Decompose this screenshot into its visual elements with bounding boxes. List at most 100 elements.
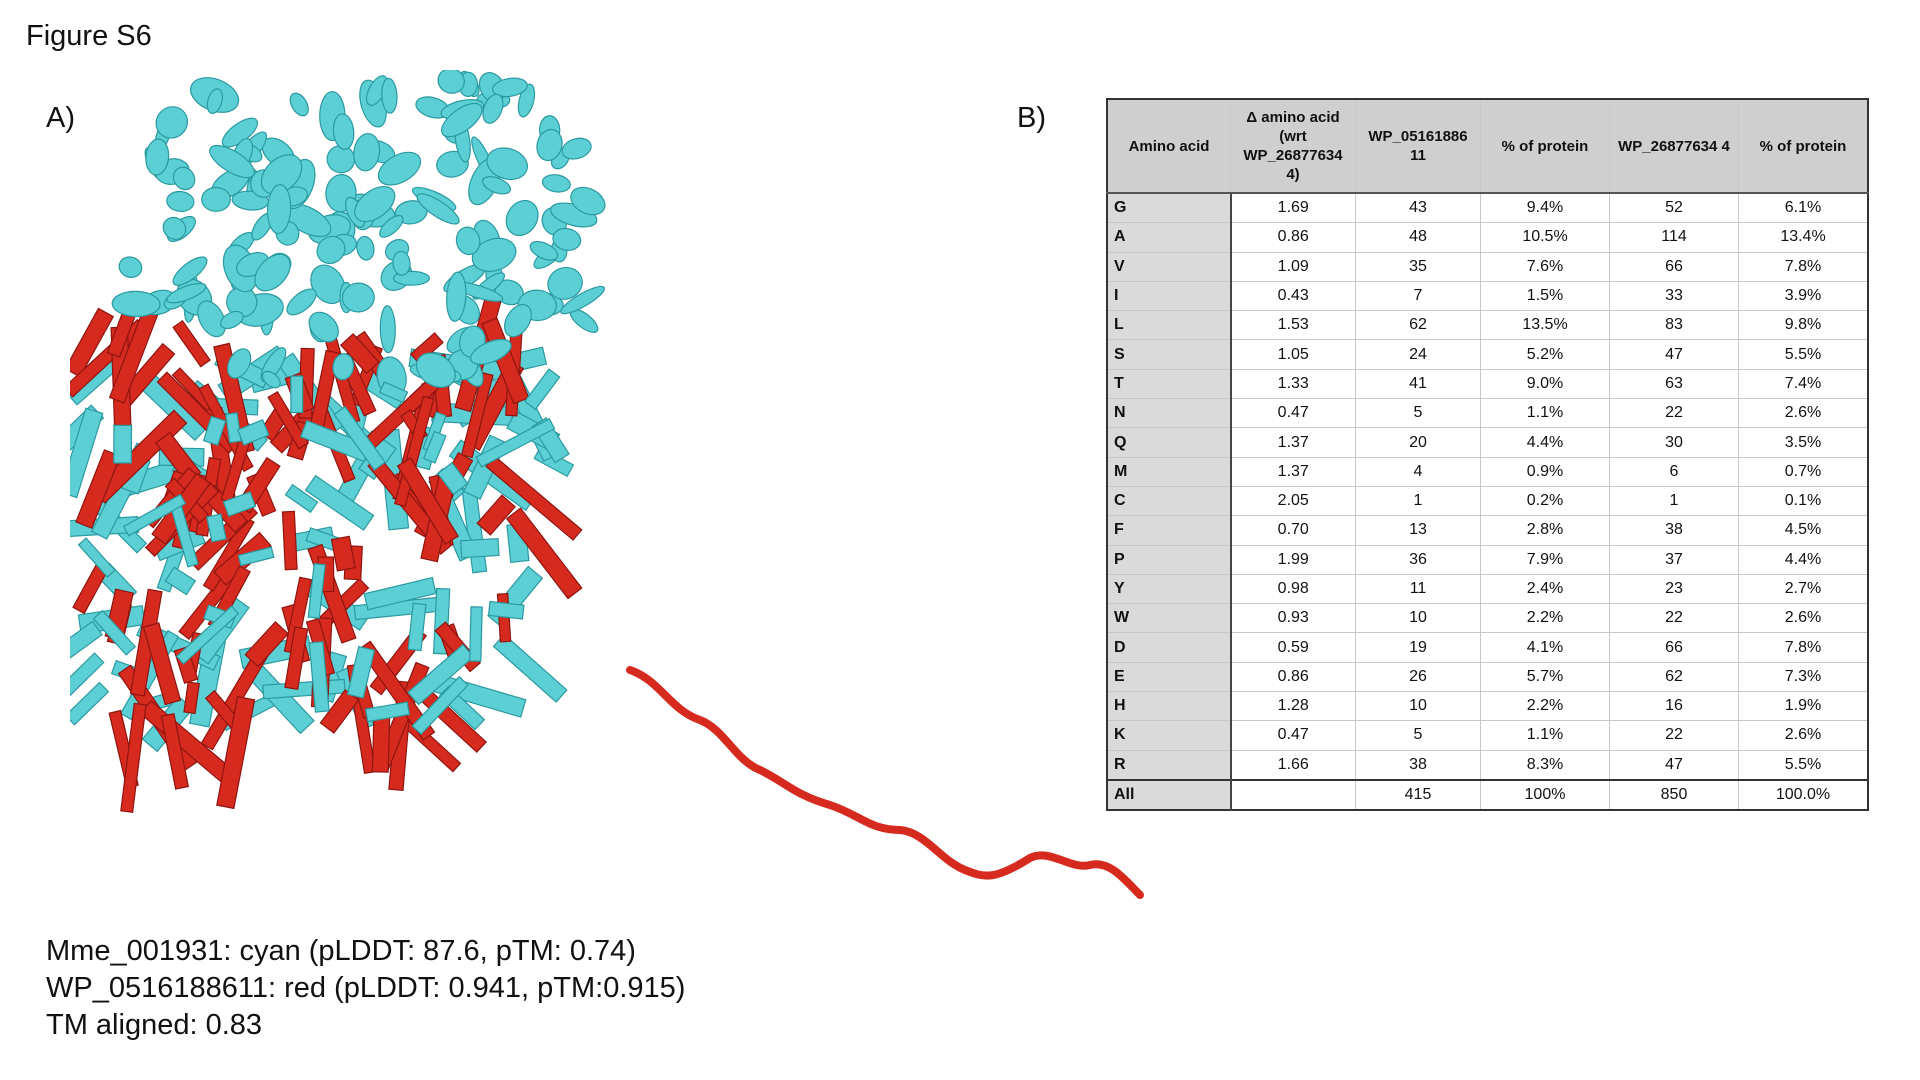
cell-wp2-pct: 6.1% [1738, 192, 1869, 224]
cell-delta: 1.09 [1230, 251, 1356, 282]
cell-wp1-pct: 9.4% [1480, 192, 1610, 224]
cell-amino-acid: D [1106, 632, 1232, 663]
cell-wp2-count: 22 [1609, 398, 1739, 429]
panel-a-label: A) [46, 102, 75, 134]
cell-wp2-count: 63 [1609, 368, 1739, 400]
caption-line-3: TM aligned: 0.83 [46, 1009, 263, 1041]
cell-wp1-count: 7 [1355, 280, 1481, 312]
cell-amino-acid: L [1106, 310, 1232, 341]
cell-wp2-pct: 3.9% [1738, 280, 1869, 312]
cell-wp1-pct: 1.5% [1480, 280, 1610, 312]
cell-wp2-pct: 2.6% [1738, 603, 1869, 634]
caption-line-2: WP_0516188611: red (pLDDT: 0.941, pTM:0.… [46, 972, 686, 1004]
table-row: F 0.70 13 2.8% 38 4.5% [1106, 515, 1869, 546]
cell-wp2-count: 30 [1609, 427, 1739, 458]
cell-amino-acid: H [1106, 691, 1232, 722]
cell-wp2-count: 22 [1609, 720, 1739, 751]
cell-wp2-pct: 100.0% [1738, 778, 1869, 811]
header-delta: Δ amino acid (wrt WP_26877634 4) [1230, 98, 1356, 194]
cell-wp2-count: 52 [1609, 192, 1739, 224]
cell-wp2-pct: 2.6% [1738, 398, 1869, 429]
cell-amino-acid: All [1106, 778, 1232, 811]
cell-delta: 1.37 [1230, 456, 1356, 487]
red-tail [626, 666, 1144, 899]
cell-wp2-pct: 2.7% [1738, 573, 1869, 605]
cell-wp1-pct: 1.1% [1480, 398, 1610, 429]
cell-wp2-count: 38 [1609, 515, 1739, 546]
cell-amino-acid: R [1106, 749, 1232, 781]
cell-wp1-pct: 4.1% [1480, 632, 1610, 663]
cell-amino-acid: V [1106, 251, 1232, 282]
table-row: K 0.47 5 1.1% 22 2.6% [1106, 720, 1869, 751]
cell-wp1-count: 13 [1355, 515, 1481, 546]
cell-wp2-count: 22 [1609, 603, 1739, 634]
cell-wp1-count: 20 [1355, 427, 1481, 458]
cell-delta: 1.69 [1230, 192, 1356, 224]
protein-structure-image [70, 70, 1144, 899]
cell-wp2-pct: 13.4% [1738, 222, 1869, 253]
header-wp2: WP_26877634 4 [1609, 98, 1739, 194]
cell-wp2-pct: 3.5% [1738, 427, 1869, 458]
cell-wp1-pct: 7.9% [1480, 544, 1610, 575]
cell-delta: 0.86 [1230, 222, 1356, 253]
panel-b-label: B) [1017, 102, 1046, 134]
cell-wp1-pct: 2.8% [1480, 515, 1610, 546]
cell-wp1-count: 415 [1355, 778, 1481, 811]
cell-wp2-count: 47 [1609, 749, 1739, 781]
cell-delta: 1.05 [1230, 339, 1356, 370]
cell-wp2-count: 83 [1609, 310, 1739, 341]
cell-delta: 1.33 [1230, 368, 1356, 400]
cell-wp1-count: 43 [1355, 192, 1481, 224]
cell-wp1-pct: 4.4% [1480, 427, 1610, 458]
cell-amino-acid: N [1106, 398, 1232, 429]
cell-wp1-count: 62 [1355, 310, 1481, 341]
cell-delta: 0.93 [1230, 603, 1356, 634]
cell-wp1-count: 19 [1355, 632, 1481, 663]
cell-wp2-count: 33 [1609, 280, 1739, 312]
cell-wp2-count: 66 [1609, 251, 1739, 282]
cell-wp2-pct: 0.1% [1738, 485, 1869, 517]
cell-wp2-count: 1 [1609, 485, 1739, 517]
cell-wp1-count: 10 [1355, 691, 1481, 722]
table-row: R 1.66 38 8.3% 47 5.5% [1106, 749, 1869, 781]
cell-amino-acid: F [1106, 515, 1232, 546]
cell-wp1-count: 5 [1355, 398, 1481, 429]
cell-amino-acid: K [1106, 720, 1232, 751]
cell-wp2-count: 66 [1609, 632, 1739, 663]
table-row: Y 0.98 11 2.4% 23 2.7% [1106, 573, 1869, 605]
cell-wp1-count: 38 [1355, 749, 1481, 781]
cell-amino-acid: E [1106, 661, 1232, 693]
cell-wp1-count: 35 [1355, 251, 1481, 282]
cell-wp2-pct: 2.6% [1738, 720, 1869, 751]
table-row: E 0.86 26 5.7% 62 7.3% [1106, 661, 1869, 693]
cell-wp1-pct: 1.1% [1480, 720, 1610, 751]
cell-delta: 0.47 [1230, 398, 1356, 429]
table-row: A 0.86 48 10.5% 114 13.4% [1106, 222, 1869, 253]
cell-wp1-pct: 10.5% [1480, 222, 1610, 253]
table-row: T 1.33 41 9.0% 63 7.4% [1106, 368, 1869, 400]
cyan-structure-front [77, 70, 606, 736]
cell-wp1-pct: 2.4% [1480, 573, 1610, 605]
cell-wp2-pct: 0.7% [1738, 456, 1869, 487]
cell-delta: 0.59 [1230, 632, 1356, 663]
cell-wp1-count: 4 [1355, 456, 1481, 487]
cell-wp1-pct: 9.0% [1480, 368, 1610, 400]
cell-wp2-count: 23 [1609, 573, 1739, 605]
cell-amino-acid: I [1106, 280, 1232, 312]
cell-delta: 1.53 [1230, 310, 1356, 341]
cell-wp2-count: 114 [1609, 222, 1739, 253]
table-row: S 1.05 24 5.2% 47 5.5% [1106, 339, 1869, 370]
cell-wp2-count: 62 [1609, 661, 1739, 693]
cell-wp2-pct: 7.3% [1738, 661, 1869, 693]
header-pct2: % of protein [1738, 98, 1869, 194]
cell-wp1-count: 36 [1355, 544, 1481, 575]
cell-wp2-count: 37 [1609, 544, 1739, 575]
cell-delta: 0.86 [1230, 661, 1356, 693]
cell-delta: 0.43 [1230, 280, 1356, 312]
cell-wp1-pct: 7.6% [1480, 251, 1610, 282]
cell-wp1-pct: 5.2% [1480, 339, 1610, 370]
cell-wp1-pct: 5.7% [1480, 661, 1610, 693]
cell-wp2-pct: 7.8% [1738, 251, 1869, 282]
cell-amino-acid: G [1106, 192, 1232, 224]
cell-wp1-count: 24 [1355, 339, 1481, 370]
